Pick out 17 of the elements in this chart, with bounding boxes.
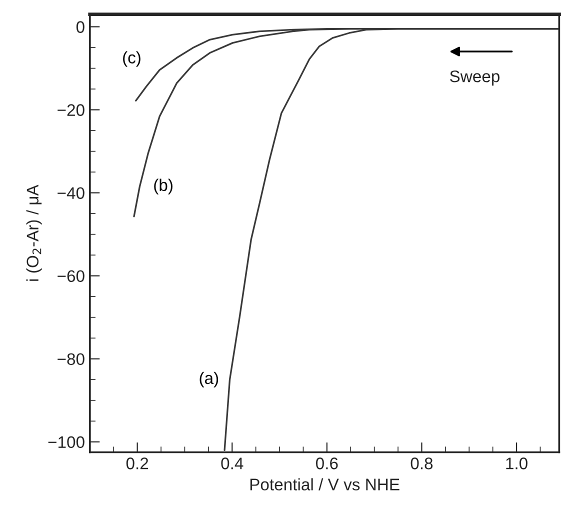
y-tick-label: −20 [58,104,84,116]
x-tick-label: 0.2 [126,458,148,470]
annotation: Sweep [450,70,500,86]
x-tick-label: 0.4 [221,458,244,470]
x-tick-label: 1.0 [506,458,528,470]
y-tick-label: −80 [58,353,84,366]
x-tick-label: 0.6 [316,458,338,470]
series-label: (b) [154,178,172,194]
series-label: (a) [200,372,218,388]
x-axis-title: Potential / V vs NHE [250,478,400,490]
y-tick-label: −40 [58,187,84,200]
series-label: (c) [123,51,140,67]
y-axis-title: i (O$_{2}$-Ar) / μA [26,184,42,281]
y-tick-label: −100 [48,436,84,448]
x-tick-label: 0.8 [410,458,433,470]
y-tick-label: −60 [58,270,84,282]
y-tick-label: 0 [76,21,84,33]
